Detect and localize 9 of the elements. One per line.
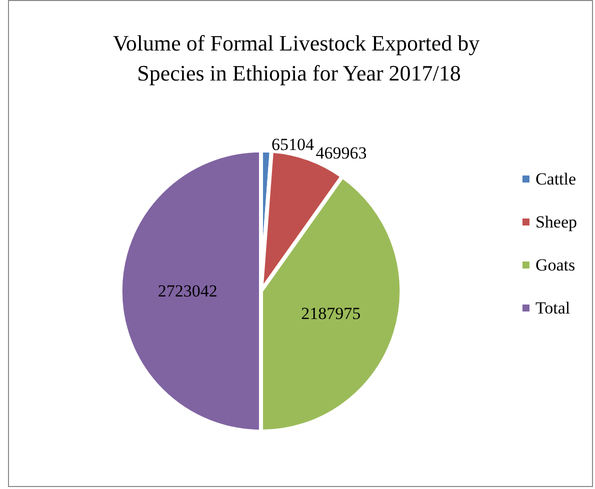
data-label: 469963 (316, 144, 367, 163)
legend-label: Sheep (535, 212, 577, 232)
chart-title: Volume of Formal Livestock Exported by Species in Ethiopia for Year 2017/18 (112, 30, 486, 86)
data-label: 65104 (272, 134, 315, 154)
legend-label: Cattle (535, 170, 576, 188)
legend-label: Goats (535, 256, 576, 274)
data-label: 2723042 (158, 282, 218, 300)
legend-label: Total (535, 298, 570, 318)
data-label: 2187975 (301, 304, 361, 323)
